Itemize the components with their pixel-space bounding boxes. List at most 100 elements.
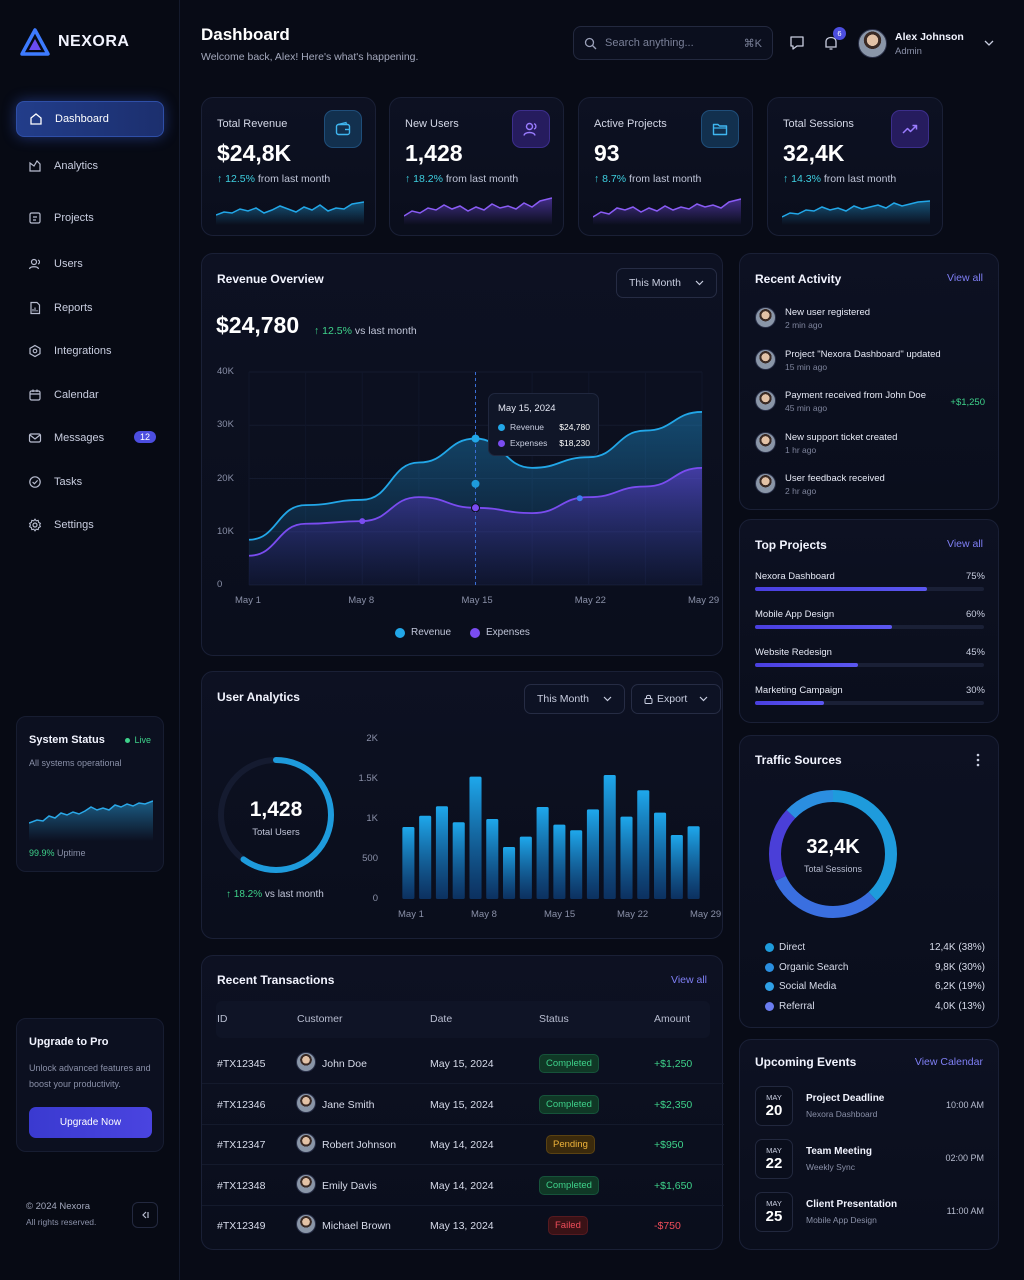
sidebar-item-tasks[interactable]: Tasks <box>16 464 164 500</box>
project-row[interactable]: Website Redesign 45% <box>755 647 985 669</box>
live-dot-icon <box>125 737 131 743</box>
bar[interactable] <box>670 835 683 899</box>
events-view-calendar-link[interactable]: View Calendar <box>914 1056 983 1068</box>
event-time: 11:00 AM <box>946 1206 984 1216</box>
event-item[interactable]: MAY 25 Client Presentation Mobile App Desig… <box>740 1192 1000 1234</box>
traffic-segment-referral[interactable] <box>769 790 897 918</box>
project-row[interactable]: Nexora Dashboard 75% <box>755 571 985 593</box>
stat-icon-box <box>701 110 739 148</box>
chevron-down-icon <box>603 696 612 702</box>
user-avatar[interactable] <box>858 29 887 58</box>
chevron-down-icon[interactable] <box>984 39 994 47</box>
sidebar: NEXORA Dashboard Analytics Projects User… <box>0 0 180 1280</box>
legend-revenue[interactable]: Revenue <box>395 627 451 638</box>
activity-item[interactable]: User feedback received 2 hr ago <box>755 473 985 501</box>
legend-expenses[interactable]: Expenses <box>470 627 530 638</box>
activity-item[interactable]: New support ticket created 1 hr ago <box>755 431 985 460</box>
bar[interactable] <box>486 819 499 899</box>
transaction-amount: +$950 <box>654 1139 684 1151</box>
activity-view-all-link[interactable]: View all <box>947 272 983 284</box>
project-percent: 45% <box>965 647 985 658</box>
stat-card-active-projects: Active Projects 93 ↑ 8.7% from last mont… <box>578 97 753 236</box>
traffic-source-row[interactable]: Social Media 6,2K (19%) <box>765 981 985 995</box>
stat-change: ↑ 14.3% from last month <box>783 173 897 185</box>
event-item[interactable]: MAY 22 Team Meeting Weekly Sync 02:00 PM <box>740 1139 1000 1181</box>
bar[interactable] <box>503 847 516 899</box>
bar[interactable] <box>402 827 415 899</box>
traffic-segment-organic-search[interactable] <box>769 790 897 918</box>
traffic-source-value: 4,0K (13%) <box>934 1000 985 1012</box>
bar[interactable] <box>637 790 650 899</box>
search-input[interactable]: Search anything... <box>605 37 694 49</box>
revenue-overview-card: Revenue Overview This Month $24,780 ↑ 12… <box>201 253 723 656</box>
brand-logo[interactable]: NEXORA <box>20 28 129 56</box>
event-subtitle: Nexora Dashboard <box>806 1109 878 1119</box>
lock-icon <box>644 694 653 704</box>
user-name: Alex Johnson <box>895 31 964 43</box>
revenue-period-select[interactable]: This Month <box>616 268 717 298</box>
bar[interactable] <box>687 826 700 899</box>
bar[interactable] <box>536 807 549 899</box>
hover-point-revenue[interactable] <box>471 434 480 443</box>
bar[interactable] <box>419 815 432 899</box>
sidebar-item-projects[interactable]: Projects <box>16 200 164 236</box>
top-projects-view-all-link[interactable]: View all <box>947 538 983 550</box>
bar[interactable] <box>654 812 667 899</box>
progress-track <box>755 587 984 591</box>
traffic-segment-social-media[interactable] <box>769 790 897 918</box>
transaction-date: May 15, 2024 <box>430 1098 494 1111</box>
traffic-source-row[interactable]: Direct 12,4K (38%) <box>765 942 985 956</box>
transaction-amount: -$750 <box>654 1220 681 1232</box>
bar[interactable] <box>519 836 532 899</box>
bar[interactable] <box>570 830 583 899</box>
sidebar-item-reports[interactable]: Reports <box>16 290 164 326</box>
activity-item[interactable]: Project "Nexora Dashboard" updated 15 min… <box>755 348 985 377</box>
activity-text: New user registered <box>785 307 871 318</box>
bar[interactable] <box>553 824 566 899</box>
more-options-icon[interactable] <box>976 753 980 767</box>
collapse-sidebar-button[interactable] <box>132 1202 158 1228</box>
sidebar-item-messages[interactable]: Messages 12 <box>16 420 164 456</box>
bar[interactable] <box>452 822 465 899</box>
activity-item[interactable]: New user registered 2 min ago <box>755 307 985 335</box>
search-bar[interactable]: Search anything... ⌘K <box>573 26 773 60</box>
chat-button[interactable] <box>788 34 808 54</box>
bar[interactable] <box>620 816 633 899</box>
sidebar-item-analytics[interactable]: Analytics <box>16 148 164 184</box>
bar[interactable] <box>603 775 616 899</box>
user-analytics-period-select[interactable]: This Month <box>524 684 625 714</box>
sidebar-item-settings[interactable]: Settings <box>16 507 164 543</box>
table-row[interactable]: #TX12346 Jane Smith May 15, 2024 Completed +… <box>202 1085 724 1125</box>
y-tick-label: 1K <box>366 813 378 824</box>
sidebar-item-users[interactable]: Users <box>16 246 164 282</box>
upgrade-now-button[interactable]: Upgrade Now <box>29 1107 152 1138</box>
table-row[interactable]: #TX12348 Emily Davis May 14, 2024 Completed… <box>202 1166 724 1206</box>
sidebar-item-calendar[interactable]: Calendar <box>16 377 164 413</box>
sidebar-item-dashboard[interactable]: Dashboard <box>16 101 164 137</box>
project-row[interactable]: Marketing Campaign 30% <box>755 685 985 707</box>
table-row[interactable]: #TX12349 Michael Brown May 13, 2024 Failed -… <box>202 1206 724 1246</box>
table-row[interactable]: #TX12345 John Doe May 15, 2024 Completed +$1… <box>202 1044 724 1084</box>
progress-fill <box>755 663 859 667</box>
transactions-view-all-link[interactable]: View all <box>671 974 707 986</box>
sidebar-item-integrations[interactable]: Integrations <box>16 333 164 369</box>
activity-item[interactable]: Payment received from John Doe 45 min ago… <box>755 390 985 418</box>
event-title: Client Presentation <box>806 1199 898 1210</box>
trend-icon <box>902 124 918 134</box>
data-point-expenses <box>576 495 583 502</box>
notifications-button[interactable]: 6 <box>822 27 846 54</box>
revenue-period-label: This Month <box>629 277 681 289</box>
traffic-source-row[interactable]: Organic Search 9,8K (30%) <box>765 962 985 976</box>
event-item[interactable]: MAY 20 Project Deadline Nexora Dashboard 10:… <box>740 1086 1000 1128</box>
bar[interactable] <box>469 776 482 899</box>
export-button[interactable]: Export <box>631 684 722 714</box>
bar[interactable] <box>435 806 448 899</box>
table-row[interactable]: #TX12347 Robert Johnson May 14, 2024 Pendin… <box>202 1125 724 1165</box>
progress-track <box>755 701 984 705</box>
bar[interactable] <box>586 809 599 899</box>
project-row[interactable]: Mobile App Design 60% <box>755 609 985 631</box>
traffic-source-row[interactable]: Referral 4,0K (13%) <box>765 1001 985 1015</box>
hover-point-expenses[interactable] <box>471 503 480 513</box>
transaction-id: #TX12347 <box>217 1139 266 1151</box>
traffic-source-name: Referral <box>779 1000 815 1012</box>
